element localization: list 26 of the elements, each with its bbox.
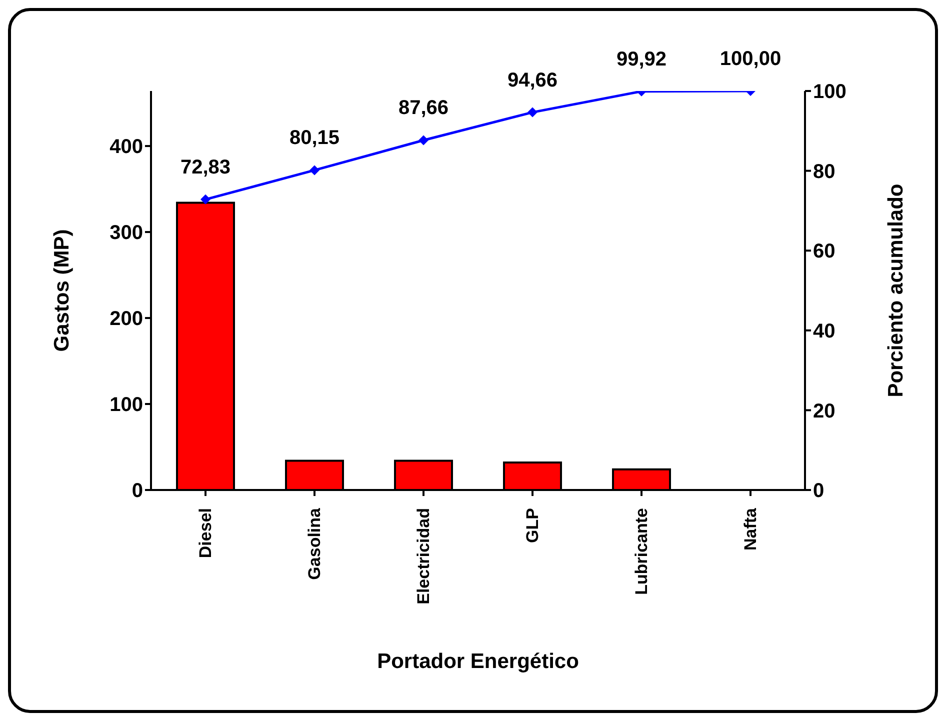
x-axis-title: Portador Energético — [377, 650, 579, 673]
y-axis-title: Gastos (MP) — [50, 229, 74, 352]
data-label: 99,92 — [616, 48, 667, 70]
x-tick-label: GLP — [523, 508, 542, 543]
y-tick-label: 300 — [110, 222, 143, 244]
y2-tick-label: 0 — [813, 480, 824, 502]
x-tick-label: Nafta — [741, 507, 760, 551]
y2-tick-label: 60 — [813, 240, 836, 263]
y2-tick-label: 40 — [813, 320, 836, 342]
x-tick-label: Lubricante — [632, 508, 651, 595]
y2-tick-label: 20 — [813, 400, 836, 422]
x-tick-label: Diesel — [196, 508, 215, 558]
y-tick-label: 100 — [110, 394, 143, 416]
y2-tick-label: 100 — [813, 81, 846, 104]
y-tick-label: 0 — [132, 480, 143, 502]
x-tick-label: Gasolina — [305, 507, 324, 580]
data-label: 94,66 — [507, 69, 558, 92]
y-tick-label: 200 — [110, 308, 143, 330]
y2-axis-title: Porciento acumulado — [884, 184, 908, 398]
data-label: 100,00 — [720, 48, 782, 70]
data-label: 80,15 — [289, 127, 340, 150]
x-tick-label: Electricidad — [414, 508, 433, 604]
data-label: 72,83 — [180, 156, 231, 178]
y2-tick-label: 80 — [813, 160, 836, 183]
y-tick-label: 400 — [110, 136, 143, 158]
data-label: 87,66 — [398, 97, 449, 120]
